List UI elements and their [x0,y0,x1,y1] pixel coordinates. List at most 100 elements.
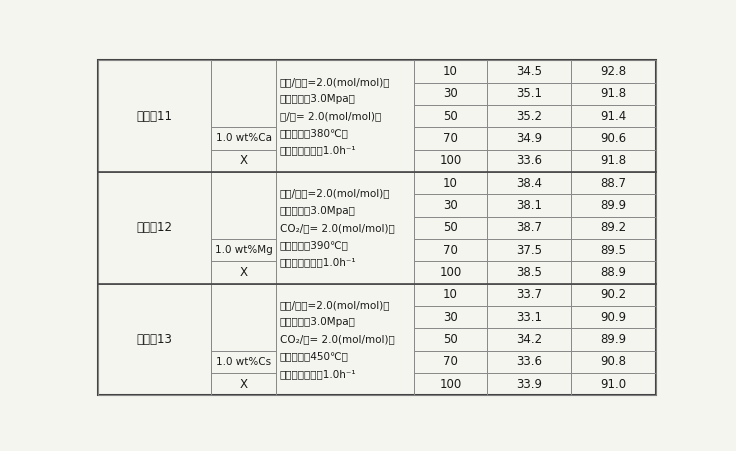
Text: 甲苯/甲醇=2.0(mol/mol)，: 甲苯/甲醇=2.0(mol/mol)， [280,300,390,310]
Text: 10: 10 [443,65,458,78]
Text: 介质压力：3.0Mpa，: 介质压力：3.0Mpa， [280,317,355,327]
Text: 反应温度：390℃，: 反应温度：390℃， [280,240,348,250]
Bar [414,105,487,127]
Bar [571,172,657,194]
Bar [571,328,657,350]
Text: 1.0 wt%Mg: 1.0 wt%Mg [215,245,272,255]
Text: 1.0 wt%Cs: 1.0 wt%Cs [216,357,271,367]
Bar [487,328,571,350]
Text: 50: 50 [443,221,458,234]
Bar [414,172,487,194]
Text: 实施例12: 实施例12 [136,221,172,234]
Bar [487,105,571,127]
Text: X: X [239,377,247,391]
Bar [210,150,277,172]
Text: 37.5: 37.5 [516,244,542,257]
Text: 实施例13: 实施例13 [136,333,172,346]
Bar [571,83,657,105]
Text: 反应温度：380℃，: 反应温度：380℃， [280,128,348,138]
Text: 91.8: 91.8 [601,87,626,100]
Bar [487,284,571,306]
Text: 91.0: 91.0 [601,377,626,391]
Bar [571,216,657,239]
Bar [487,172,571,194]
Bar [487,194,571,216]
Bar [210,172,277,239]
Bar [210,373,277,395]
Text: 1.0 wt%Ca: 1.0 wt%Ca [216,133,272,143]
Text: X: X [239,266,247,279]
Text: 甲苯质量空速：1.0h⁻¹: 甲苯质量空速：1.0h⁻¹ [280,146,356,156]
Text: 91.8: 91.8 [601,154,626,167]
Bar [487,306,571,328]
Text: 介质压力：3.0Mpa，: 介质压力：3.0Mpa， [280,94,355,104]
Text: CO₂/烃= 2.0(mol/mol)，: CO₂/烃= 2.0(mol/mol)， [280,223,394,233]
Text: 34.2: 34.2 [516,333,542,346]
Bar [98,284,210,395]
Bar [487,350,571,373]
Bar [210,60,277,127]
Text: 38.7: 38.7 [516,221,542,234]
Bar [277,60,414,172]
Bar [277,284,414,395]
Text: 35.1: 35.1 [516,87,542,100]
Bar [210,261,277,284]
Bar [571,306,657,328]
Bar [571,60,657,83]
Bar [571,194,657,216]
Text: 30: 30 [443,199,458,212]
Bar [414,306,487,328]
Text: 实施例11: 实施例11 [136,110,172,123]
Text: 70: 70 [443,355,458,368]
Text: 甲苯/甲醇=2.0(mol/mol)，: 甲苯/甲醇=2.0(mol/mol)， [280,189,390,198]
Text: 34.5: 34.5 [516,65,542,78]
Text: 34.9: 34.9 [516,132,542,145]
Text: 水/烃= 2.0(mol/mol)，: 水/烃= 2.0(mol/mol)， [280,111,381,121]
Text: 89.2: 89.2 [601,221,626,234]
Bar [210,350,277,373]
Text: X: X [239,154,247,167]
Text: 38.1: 38.1 [516,199,542,212]
Text: 89.9: 89.9 [601,199,626,212]
Text: 38.5: 38.5 [516,266,542,279]
Text: 甲苯/甲醇=2.0(mol/mol)，: 甲苯/甲醇=2.0(mol/mol)， [280,77,390,87]
Bar [414,239,487,261]
Bar [487,150,571,172]
Text: 38.4: 38.4 [516,177,542,189]
Text: 90.2: 90.2 [601,288,626,301]
Text: 100: 100 [439,377,461,391]
Text: 50: 50 [443,110,458,123]
Text: 91.4: 91.4 [601,110,626,123]
Bar [571,350,657,373]
Text: 90.6: 90.6 [601,132,626,145]
Text: 33.7: 33.7 [516,288,542,301]
Bar [414,127,487,150]
Bar [210,127,277,150]
Bar [414,284,487,306]
Bar [277,172,414,284]
Text: 甲苯质量空速：1.0h⁻¹: 甲苯质量空速：1.0h⁻¹ [280,369,356,379]
Text: 89.9: 89.9 [601,333,626,346]
Bar [571,239,657,261]
Text: 10: 10 [443,177,458,189]
Bar [414,60,487,83]
Bar [487,60,571,83]
Bar [571,150,657,172]
Bar [571,105,657,127]
Text: 33.1: 33.1 [516,311,542,323]
Bar [487,216,571,239]
Bar [571,373,657,395]
Text: 50: 50 [443,333,458,346]
Bar [98,172,210,284]
Bar [98,60,210,172]
Text: 88.9: 88.9 [601,266,626,279]
Text: 甲苯质量空速：1.0h⁻¹: 甲苯质量空速：1.0h⁻¹ [280,257,356,267]
Bar [414,373,487,395]
Text: 35.2: 35.2 [516,110,542,123]
Text: CO₂/烃= 2.0(mol/mol)，: CO₂/烃= 2.0(mol/mol)， [280,334,394,345]
Text: 30: 30 [443,311,458,323]
Bar [487,127,571,150]
Text: 100: 100 [439,266,461,279]
Text: 90.9: 90.9 [601,311,626,323]
Bar [414,194,487,216]
